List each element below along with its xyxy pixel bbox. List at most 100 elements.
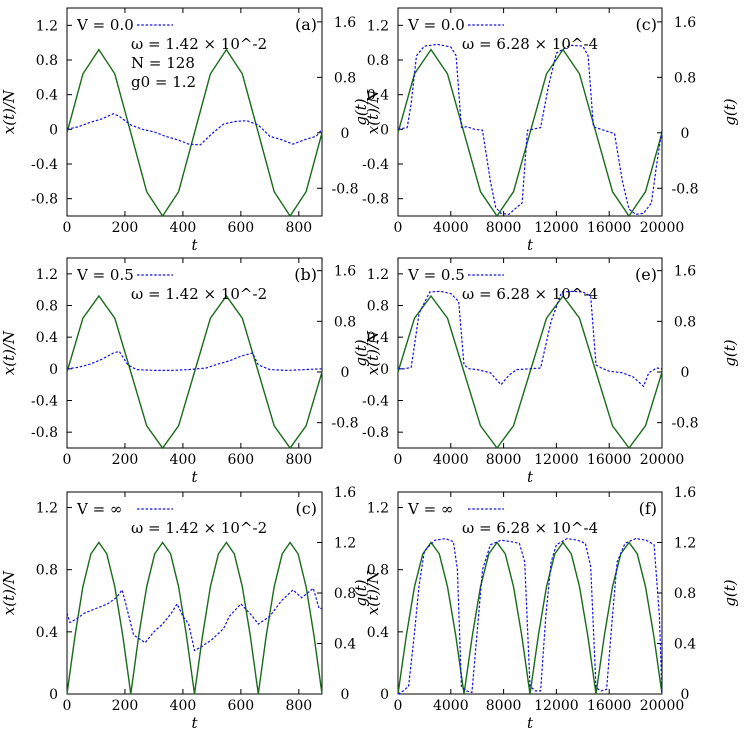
y-tick-label-right: 0 <box>681 126 690 142</box>
y-tick-label-right: 1.6 <box>674 15 696 31</box>
y-tick-label-left: 1.2 <box>36 501 58 517</box>
y-tick-label-right: 1.6 <box>674 264 696 280</box>
x-tick-label: 800 <box>285 698 312 714</box>
x-tick-label: 20000 <box>640 220 685 236</box>
y-tick-label-left: 1.2 <box>36 18 58 34</box>
legend-entry: ω = 6.28 × 10^-4 <box>462 285 598 303</box>
panel-tag: (c) <box>296 499 317 518</box>
series-line-x <box>397 43 663 215</box>
legend-entry: ω = 1.42 × 10^-2 <box>131 285 267 303</box>
x-tick-label: 16000 <box>587 452 632 468</box>
x-axis-label: t <box>527 236 534 254</box>
y-tick-label-left: 0.4 <box>36 625 58 641</box>
x-tick-label: 0 <box>63 452 72 468</box>
x-tick-label: 8000 <box>486 452 522 468</box>
y-tick-label-left: 0 <box>49 687 58 703</box>
y-axis-label-left: x(t)/N <box>0 570 18 615</box>
legend-entry: ω = 6.28 × 10^-4 <box>462 519 598 537</box>
y-tick-label-right: 1.6 <box>334 485 356 501</box>
x-tick-label: 12000 <box>534 698 579 714</box>
y-tick-label-right: 0.4 <box>674 637 696 653</box>
legend-entry: V = ∞ <box>76 500 122 518</box>
y-tick-label-left: 1.2 <box>367 18 389 34</box>
plot-frame <box>397 257 663 449</box>
y-tick-label-left: 0.8 <box>36 299 58 315</box>
y-axis-label-left: x(t)/N <box>364 570 382 615</box>
y-tick-label-right: 0.4 <box>334 637 356 653</box>
y-tick-label-right: 1.6 <box>334 264 356 280</box>
legend-entry: V = 0.0 <box>407 16 465 34</box>
y-tick-label-left: 1.2 <box>36 267 58 283</box>
legend-entry: g0 = 1.2 <box>131 73 196 91</box>
legend-entry: N = 128 <box>131 54 195 72</box>
x-tick-label: 800 <box>285 452 312 468</box>
legend-entry: ω = 1.42 × 10^-2 <box>131 35 267 53</box>
y-tick-label-right: 0 <box>681 687 690 703</box>
y-tick-label-left: 0 <box>380 687 389 703</box>
legend-entry: V = 0.5 <box>76 266 134 284</box>
panel-tag: (e) <box>635 265 657 284</box>
x-tick-label: 800 <box>285 220 312 236</box>
legend-entry: V = 0.5 <box>407 266 465 284</box>
x-tick-label: 400 <box>170 220 197 236</box>
y-tick-label-left: 0.8 <box>367 53 389 69</box>
series-line-g <box>66 48 323 218</box>
y-tick-label-right: 0 <box>341 365 350 381</box>
y-tick-label-left: -0.4 <box>31 157 58 173</box>
plot-frame <box>66 7 323 217</box>
x-tick-label: 200 <box>112 220 139 236</box>
x-tick-label: 600 <box>227 452 254 468</box>
y-tick-label-left: -0.8 <box>362 425 389 441</box>
x-axis-label: t <box>527 468 534 486</box>
series-line-g <box>66 541 323 695</box>
x-axis-label: t <box>191 468 198 486</box>
y-tick-label-right: 1.2 <box>334 536 356 552</box>
x-tick-label: 400 <box>170 452 197 468</box>
y-tick-label-right: 0.8 <box>674 70 696 86</box>
y-tick-label-right: -0.8 <box>332 416 359 432</box>
panel-tag: (f) <box>639 499 657 518</box>
panel-tag: (c) <box>636 15 657 34</box>
y-tick-label-right: 1.2 <box>674 536 696 552</box>
x-tick-label: 600 <box>227 220 254 236</box>
y-axis-label-right: g(t) <box>721 98 739 125</box>
series-line-x <box>398 290 663 388</box>
x-tick-label: 20000 <box>640 452 685 468</box>
y-tick-label-left: 0 <box>380 122 389 138</box>
y-tick-label-right: -0.8 <box>332 181 359 197</box>
y-tick-label-right: 0.8 <box>334 586 356 602</box>
x-axis-label: t <box>527 714 534 732</box>
plot-frame <box>397 7 663 217</box>
series-line-x <box>66 587 322 652</box>
y-tick-label-left: -0.8 <box>31 425 58 441</box>
y-tick-label-left: 0.8 <box>36 563 58 579</box>
x-tick-label: 0 <box>63 698 72 714</box>
y-tick-label-right: 0 <box>341 687 350 703</box>
series-line-g <box>397 541 663 695</box>
y-tick-label-left: -0.4 <box>31 394 58 410</box>
y-axis-label-left: x(t)/N <box>0 330 18 375</box>
y-tick-label-left: 0.4 <box>36 330 58 346</box>
legend-entry: V = ∞ <box>407 500 453 518</box>
panel-tag: (a) <box>295 15 317 34</box>
legend-entry: ω = 1.42 × 10^-2 <box>131 519 267 537</box>
panel-4: 0 4000 8000 12000 16000 20000 1.2 0.8 0.4 0 -0.4 -0… <box>362 257 739 486</box>
y-tick-label-right: 0 <box>341 126 350 142</box>
x-tick-label: 16000 <box>587 698 632 714</box>
x-tick-label: 12000 <box>534 220 579 236</box>
x-axis-label: t <box>191 714 198 732</box>
panel-tag: (b) <box>294 265 317 284</box>
series-line-g <box>397 294 663 450</box>
y-tick-label-left: 0 <box>49 362 58 378</box>
legend-entry: ω = 6.28 × 10^-4 <box>462 35 598 53</box>
y-tick-label-left: 0.4 <box>36 88 58 104</box>
y-tick-label-right: 0.8 <box>334 314 356 330</box>
y-tick-label-right: 0.8 <box>674 314 696 330</box>
panel-1: 0 200 400 600 800 1.2 0.8 0.4 0 -0.4 -0.8 1.6 0.8 0 -0… <box>0 7 370 254</box>
series-line-x <box>66 350 323 372</box>
x-tick-label: 0 <box>63 220 72 236</box>
y-tick-label-left: 0.4 <box>367 88 389 104</box>
x-tick-label: 0 <box>394 452 403 468</box>
y-axis-label-right: g(t) <box>721 339 739 366</box>
